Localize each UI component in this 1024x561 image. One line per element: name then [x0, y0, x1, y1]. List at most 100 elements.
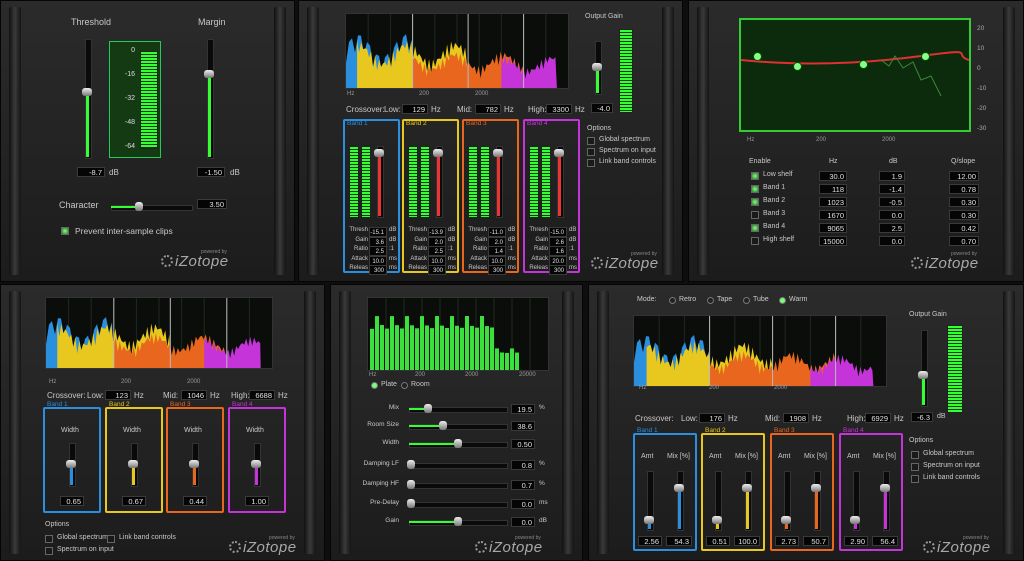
slider-knob[interactable] — [493, 149, 503, 157]
value-field[interactable]: 1908 — [783, 413, 809, 423]
value-field[interactable]: -15.0 — [549, 227, 567, 237]
slider-knob[interactable] — [712, 516, 722, 525]
value-field[interactable]: 0.70 — [949, 236, 979, 246]
value-field[interactable]: 10.0 — [488, 255, 506, 266]
slider-knob[interactable] — [424, 404, 433, 413]
slider-knob[interactable] — [251, 460, 261, 468]
value-field[interactable]: 0.30 — [949, 197, 979, 207]
value-field[interactable]: 100.0 — [734, 536, 760, 546]
value-field[interactable]: 50.7 — [803, 536, 829, 546]
value-field[interactable]: 0.7 — [511, 480, 535, 490]
value-field[interactable]: 54.3 — [666, 536, 692, 546]
slider-knob[interactable] — [128, 460, 138, 468]
value-field[interactable]: 129 — [402, 104, 428, 114]
value-field[interactable]: 0.8 — [511, 460, 535, 470]
value-field[interactable]: 123 — [105, 390, 131, 400]
value-field[interactable]: 0.65 — [60, 496, 84, 506]
slider-knob[interactable] — [850, 516, 860, 525]
value-field[interactable]: 2.0 — [428, 236, 446, 247]
slider-knob[interactable] — [592, 63, 602, 71]
value-field[interactable]: 300 — [488, 265, 506, 275]
checkbox[interactable] — [911, 475, 919, 483]
value-field[interactable]: -4.0 — [591, 103, 613, 113]
value-field[interactable]: 2.6 — [549, 236, 567, 247]
value-field[interactable]: -15.1 — [369, 227, 387, 237]
value-field[interactable]: 10.0 — [428, 255, 446, 266]
radio-button[interactable] — [401, 382, 408, 389]
eq-node[interactable] — [753, 52, 762, 61]
value-field[interactable]: 0.51 — [706, 536, 730, 546]
checkbox[interactable] — [587, 159, 595, 167]
value-field[interactable]: -11.0 — [488, 227, 506, 237]
value-field[interactable]: 0.44 — [183, 496, 207, 506]
slider-knob[interactable] — [674, 484, 684, 493]
radio-button[interactable] — [743, 297, 750, 304]
slider-knob[interactable] — [918, 371, 928, 379]
value-field[interactable]: 300 — [369, 265, 387, 275]
value-field[interactable]: 782 — [475, 104, 501, 114]
checkbox[interactable] — [751, 211, 759, 219]
slider-knob[interactable] — [204, 70, 214, 79]
value-field[interactable]: 2.56 — [638, 536, 662, 546]
value-field[interactable]: 300 — [549, 265, 567, 275]
value-field[interactable]: 2.5 — [879, 223, 905, 233]
value-field[interactable]: 0.0 — [511, 499, 535, 509]
slider-knob[interactable] — [781, 516, 791, 525]
value-field[interactable]: 0.30 — [949, 210, 979, 220]
value-field[interactable]: 176 — [699, 413, 725, 423]
radio-button[interactable] — [779, 297, 786, 304]
slider-knob[interactable] — [880, 484, 890, 493]
value-field[interactable]: 0.50 — [511, 439, 535, 449]
slider-knob[interactable] — [406, 460, 415, 469]
value-field[interactable]: 2.90 — [844, 536, 868, 546]
slider-knob[interactable] — [453, 517, 462, 526]
value-field[interactable]: 1023 — [819, 197, 847, 207]
checkbox[interactable] — [751, 185, 759, 193]
value-field[interactable]: -13.9 — [428, 227, 446, 237]
checkbox[interactable] — [61, 227, 69, 235]
value-field[interactable]: 0.0 — [879, 210, 905, 220]
value-field[interactable]: -1.50 — [197, 167, 225, 177]
slider-knob[interactable] — [554, 149, 564, 157]
value-field[interactable]: 0.78 — [949, 184, 979, 194]
checkbox[interactable] — [587, 148, 595, 156]
value-field[interactable]: 56.4 — [872, 536, 898, 546]
slider-knob[interactable] — [374, 149, 384, 157]
value-field[interactable]: 9065 — [819, 223, 847, 233]
value-field[interactable]: 0.42 — [949, 223, 979, 233]
slider-knob[interactable] — [135, 202, 143, 211]
eq-node[interactable] — [793, 62, 802, 71]
value-field[interactable]: 118 — [819, 184, 847, 194]
slider-knob[interactable] — [811, 484, 821, 493]
value-field[interactable]: 30.0 — [819, 171, 847, 181]
value-field[interactable]: -6.3 — [911, 412, 933, 422]
checkbox[interactable] — [751, 237, 759, 245]
value-field[interactable]: 1.6 — [549, 246, 567, 256]
value-field[interactable]: 12.00 — [949, 171, 979, 181]
value-field[interactable]: 2.5 — [369, 246, 387, 256]
checkbox[interactable] — [911, 451, 919, 459]
slider-knob[interactable] — [742, 484, 752, 493]
value-field[interactable]: -1.4 — [879, 184, 905, 194]
slider-knob[interactable] — [644, 516, 654, 525]
slider-knob[interactable] — [189, 460, 199, 468]
value-field[interactable]: -0.5 — [879, 197, 905, 207]
value-field[interactable]: 1670 — [819, 210, 847, 220]
checkbox[interactable] — [45, 547, 53, 555]
value-field[interactable]: 3.50 — [197, 199, 227, 209]
value-field[interactable]: 0.0 — [511, 517, 535, 527]
eq-node[interactable] — [921, 52, 930, 61]
eq-node[interactable] — [859, 60, 868, 69]
value-field[interactable]: 1.4 — [488, 246, 506, 256]
checkbox[interactable] — [911, 463, 919, 471]
value-field[interactable]: 3.6 — [369, 236, 387, 247]
checkbox[interactable] — [107, 535, 115, 543]
slider-knob[interactable] — [406, 480, 415, 489]
value-field[interactable]: 0.0 — [879, 236, 905, 246]
value-field[interactable]: 3300 — [546, 104, 572, 114]
checkbox[interactable] — [45, 535, 53, 543]
checkbox[interactable] — [751, 198, 759, 206]
slider-knob[interactable] — [406, 499, 415, 508]
checkbox[interactable] — [751, 172, 759, 180]
slider-knob[interactable] — [453, 439, 462, 448]
